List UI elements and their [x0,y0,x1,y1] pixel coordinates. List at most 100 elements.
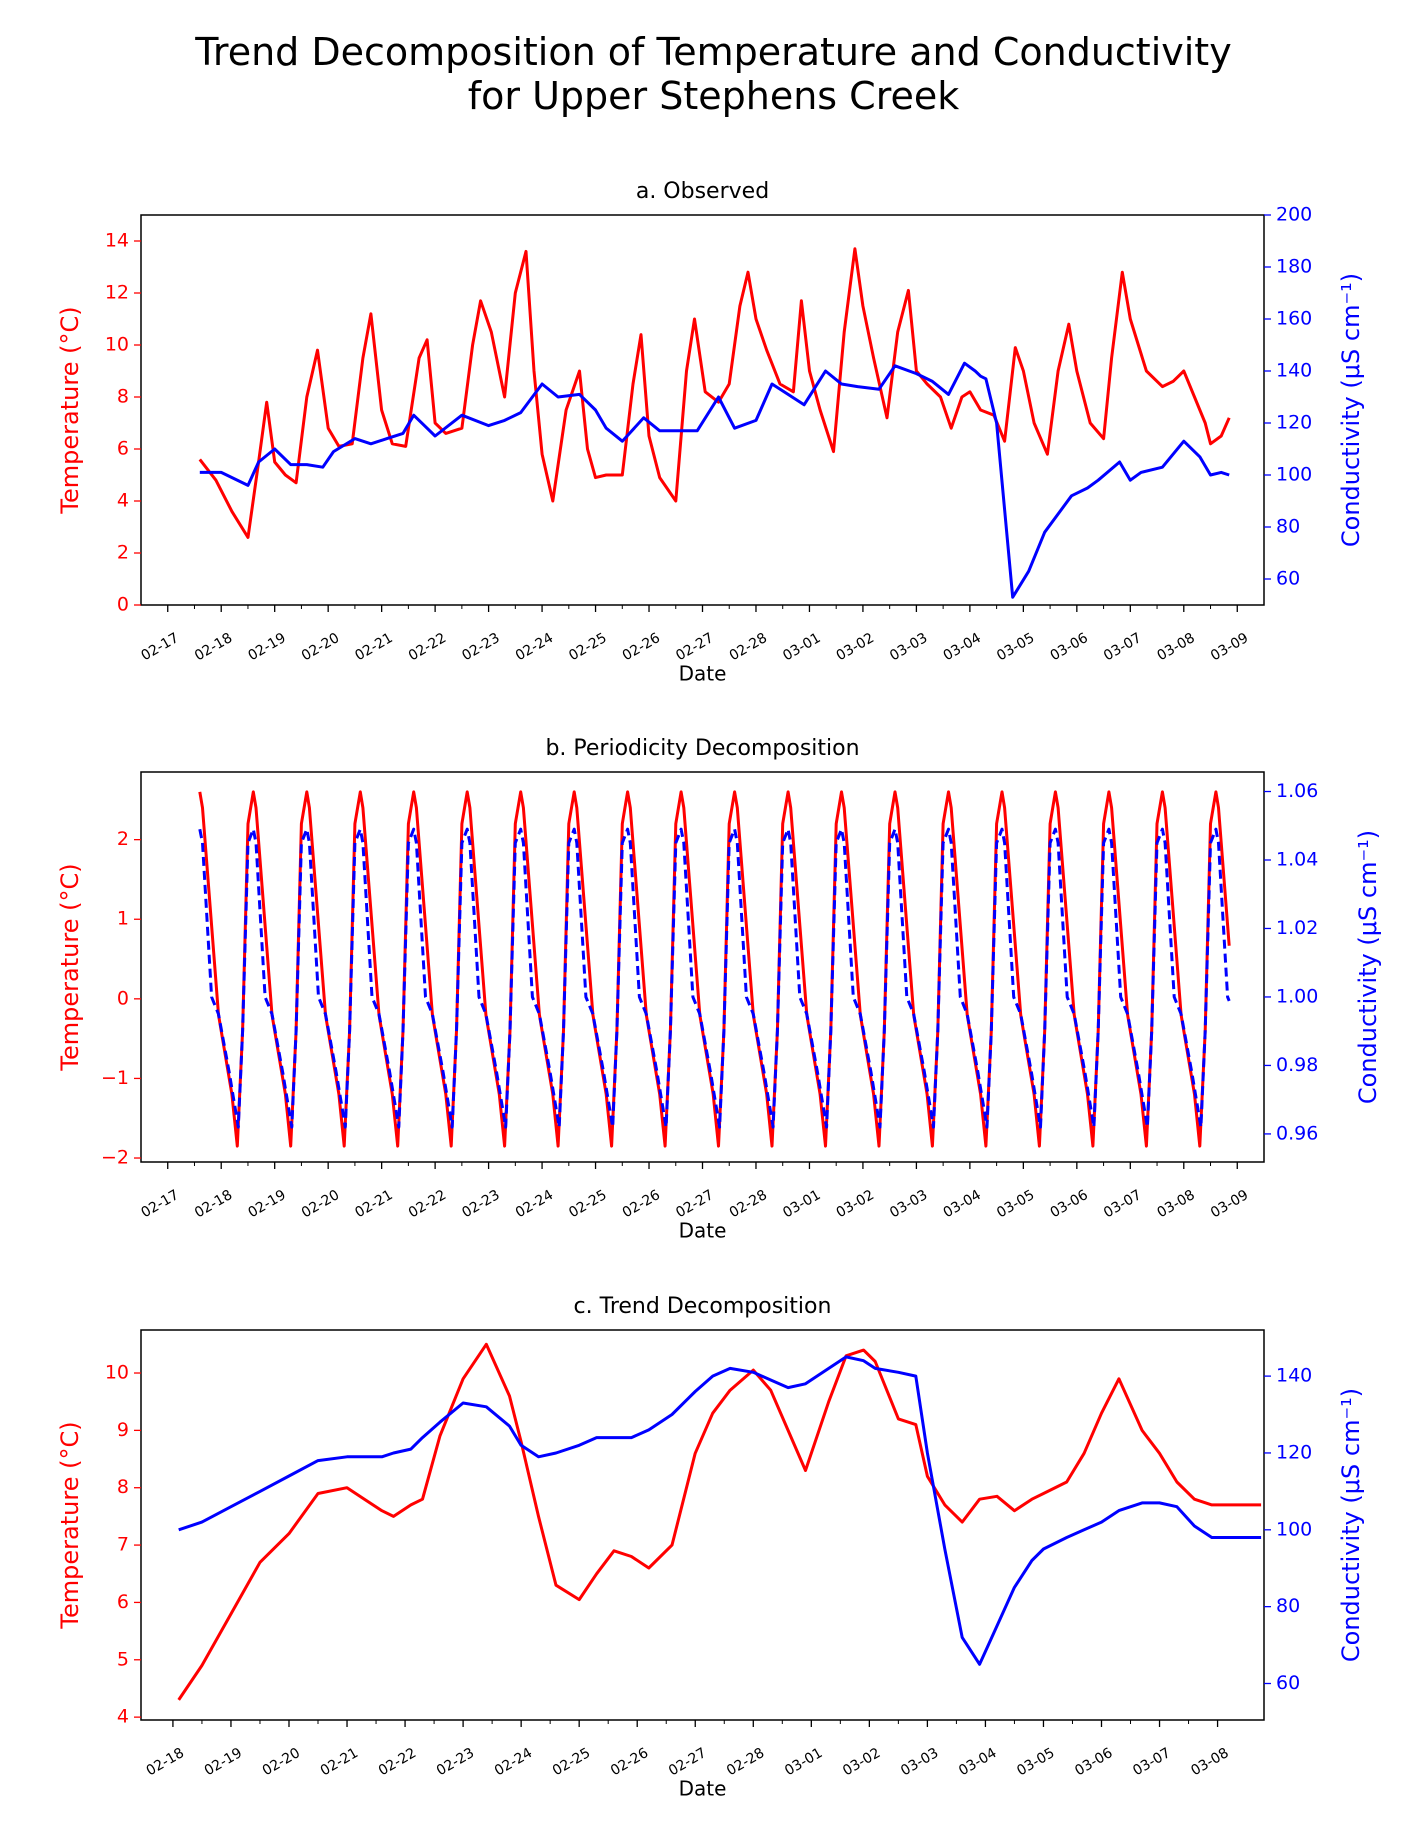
y-left-tick-label: 12 [105,282,129,304]
x-tick-label: 02-22 [406,630,449,664]
x-tick-label: 02-27 [673,1187,716,1221]
y-right-tick-label: 1.04 [1276,848,1318,870]
x-tick-label: 03-03 [898,1745,941,1779]
x-tick-label: 03-05 [994,1187,1037,1221]
x-tick-label: 03-06 [1048,1187,1091,1221]
y-right-tick-label: 0.96 [1276,1122,1318,1144]
y-right-tick-label: 100 [1276,464,1312,486]
x-tick-label: 02-18 [192,1187,235,1221]
y-left-tick-label: 4 [117,490,129,512]
y-right-tick-label: 120 [1276,412,1312,434]
y-right-tick-label: 120 [1276,1441,1312,1463]
x-tick-label: 02-28 [724,1745,767,1779]
y-right-tick-label: 140 [1276,1365,1312,1387]
x-tick-label: 03-06 [1072,1745,1115,1779]
y-left-tick-label: 2 [117,542,129,564]
y-left-tick-label: 1 [117,908,129,930]
x-tick-label: 02-26 [620,630,663,664]
x-tick-label: 02-20 [260,1745,303,1779]
x-tick-label: 02-18 [192,630,235,664]
conductivity-series-line [198,827,1231,1129]
x-tick-label: 03-01 [780,1187,823,1221]
x-tick-label: 02-22 [376,1745,419,1779]
y-left-tick-label: 0 [117,594,129,616]
y-right-tick-label: 60 [1276,568,1300,590]
x-tick-label: 02-28 [727,1187,770,1221]
y-right-axis-label: Conductivity (μS cm⁻¹) [1337,273,1365,547]
axes-frame [140,1329,1265,1721]
y-left-tick-label: 10 [105,334,129,356]
y-left-tick-label: 2 [117,828,129,850]
y-right-tick-label: 1.02 [1276,917,1318,939]
x-tick-label: 02-23 [459,1187,502,1221]
x-tick-label: 03-03 [887,630,930,664]
x-tick-label: 03-09 [1208,630,1251,664]
y-left-tick-label: −2 [101,1147,129,1169]
x-tick-label: 02-20 [299,630,342,664]
x-tick-label: 03-08 [1155,630,1198,664]
y-left-tick-label: 10 [105,1362,129,1384]
x-tick-label: 03-04 [956,1745,999,1779]
y-left-tick-label: 6 [117,438,129,460]
x-tick-label: 03-02 [834,630,877,664]
x-tick-label: 02-25 [566,630,609,664]
x-tick-label: 02-23 [459,630,502,664]
x-tick-label: 02-21 [352,1187,395,1221]
panel-title: c. Trend Decomposition [574,1294,832,1319]
x-tick-label: 02-24 [513,1187,556,1221]
x-tick-label: 02-25 [566,1187,609,1221]
y-right-tick-label: 1.06 [1276,780,1318,802]
x-tick-label: 02-20 [299,1187,342,1221]
figure-title-line-1: Trend Decomposition of Temperature and C… [195,30,1232,74]
panel-a-observed: a. Observed 02-17 02-18 02-19 02-20 02-21 02-2… [56,179,1365,686]
y-right-tick-label: 180 [1276,256,1312,278]
x-tick-label: 03-07 [1101,1187,1144,1221]
y-right-tick-label: 60 [1276,1672,1300,1694]
temperature-series-line [198,247,1231,539]
y-left-axis-label: Temperature (°C) [56,306,84,514]
temperature-series-line [177,1342,1262,1701]
figure-title-line-2: for Upper Stephens Creek [467,74,960,118]
y-right-tick-label: 140 [1276,360,1312,382]
y-right-tick-label: 200 [1276,204,1312,226]
y-right-axis-label: Conductivity (μS cm⁻¹) [1337,1388,1365,1662]
x-tick-label: 03-06 [1048,630,1091,664]
x-tick-label: 03-08 [1155,1187,1198,1221]
x-tick-label: 02-24 [513,630,556,664]
y-left-tick-label: 7 [117,1534,129,1556]
y-left-axis-label: Temperature (°C) [56,863,84,1071]
y-left-tick-label: 8 [117,386,129,408]
y-left-tick-label: 6 [117,1591,129,1613]
x-tick-label: 02-25 [550,1745,593,1779]
figure-title: Trend Decomposition of Temperature and C… [0,30,1427,118]
y-right-axis-label: Conductivity (μS cm⁻¹) [1354,830,1382,1104]
axes-frame [140,214,1265,606]
y-right-tick-label: 160 [1276,308,1312,330]
x-tick-label: 03-07 [1101,630,1144,664]
y-left-tick-label: −1 [101,1067,129,1089]
x-tick-label: 03-05 [1014,1745,1057,1779]
x-tick-label: 03-07 [1130,1745,1173,1779]
y-left-tick-label: 5 [117,1648,129,1670]
panel-title: a. Observed [636,179,769,204]
x-tick-label: 03-05 [994,630,1037,664]
x-tick-label: 02-19 [202,1745,245,1779]
x-tick-label: 03-01 [780,630,823,664]
x-tick-label: 02-28 [727,630,770,664]
x-tick-label: 02-18 [144,1745,187,1779]
x-axis-label: Date [679,662,727,686]
x-tick-label: 02-27 [673,630,716,664]
y-left-tick-label: 4 [117,1706,129,1728]
x-tick-label: 02-26 [620,1187,663,1221]
x-tick-label: 03-04 [941,630,984,664]
conductivity-series-line [178,1355,1262,1666]
x-tick-label: 02-21 [352,630,395,664]
x-tick-label: 03-02 [834,1187,877,1221]
x-tick-label: 03-03 [887,1187,930,1221]
x-tick-label: 02-22 [406,1187,449,1221]
x-tick-label: 02-19 [245,630,288,664]
x-tick-label: 02-24 [492,1745,535,1779]
y-left-tick-label: 0 [117,987,129,1009]
x-tick-label: 02-23 [434,1745,477,1779]
y-left-axis-label: Temperature (°C) [56,1421,84,1629]
